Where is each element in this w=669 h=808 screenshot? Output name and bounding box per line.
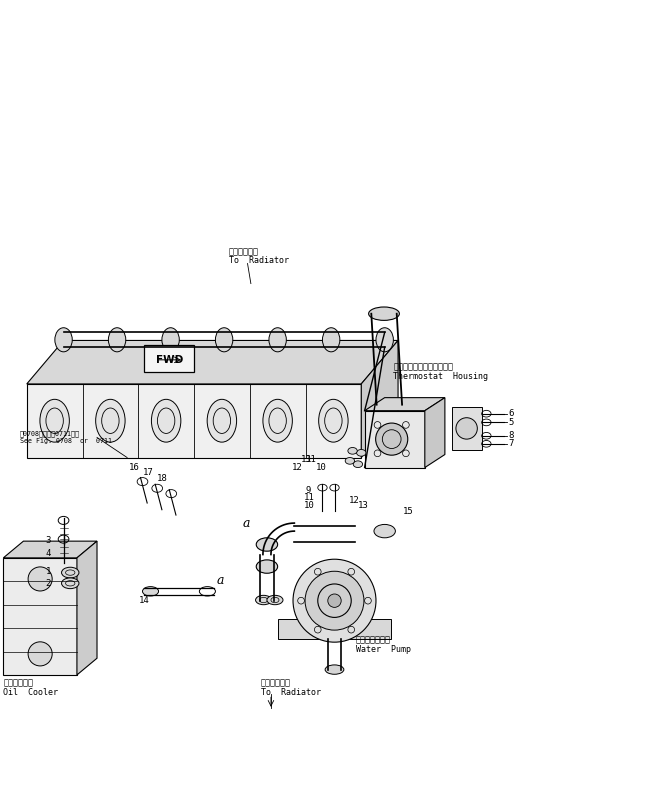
Ellipse shape <box>348 448 357 454</box>
Text: 6: 6 <box>508 409 514 419</box>
Ellipse shape <box>357 449 366 457</box>
Text: サーモスタットハウジング: サーモスタットハウジング <box>393 363 454 372</box>
Ellipse shape <box>162 328 179 351</box>
Ellipse shape <box>353 461 363 468</box>
Text: 10: 10 <box>316 463 326 472</box>
Ellipse shape <box>267 595 283 604</box>
Ellipse shape <box>207 399 237 442</box>
Ellipse shape <box>96 399 125 442</box>
Text: 2: 2 <box>45 579 51 587</box>
Polygon shape <box>365 410 425 468</box>
Text: 14: 14 <box>138 595 149 604</box>
Ellipse shape <box>108 328 126 351</box>
Text: オイルクーラ: オイルクーラ <box>3 679 33 688</box>
Circle shape <box>293 559 376 642</box>
Ellipse shape <box>55 328 72 351</box>
Ellipse shape <box>374 524 395 538</box>
Ellipse shape <box>456 418 478 439</box>
Text: 3: 3 <box>45 536 51 545</box>
Ellipse shape <box>318 399 348 442</box>
Ellipse shape <box>62 567 79 578</box>
Ellipse shape <box>269 328 286 351</box>
Text: 13: 13 <box>358 500 369 510</box>
Ellipse shape <box>345 457 355 465</box>
Ellipse shape <box>376 423 408 455</box>
Ellipse shape <box>28 567 52 591</box>
Text: ラジエータへ: ラジエータへ <box>261 679 291 688</box>
Text: 15: 15 <box>403 507 413 516</box>
Text: 17: 17 <box>143 469 154 478</box>
Text: 5: 5 <box>508 418 514 427</box>
Text: a: a <box>242 516 250 529</box>
Text: 8: 8 <box>508 431 514 440</box>
Ellipse shape <box>256 595 272 604</box>
Text: 1: 1 <box>45 566 51 576</box>
Text: ラジエータへ: ラジエータへ <box>229 247 259 256</box>
Polygon shape <box>361 340 398 457</box>
Ellipse shape <box>369 307 399 321</box>
Text: 4: 4 <box>45 549 51 558</box>
Text: ウォータポンプ: ウォータポンプ <box>356 636 391 645</box>
Text: a: a <box>217 574 225 587</box>
Text: 11: 11 <box>304 493 314 502</box>
Text: Oil  Cooler: Oil Cooler <box>3 688 58 696</box>
Ellipse shape <box>28 642 52 666</box>
Text: 16: 16 <box>128 463 139 472</box>
Polygon shape <box>365 398 445 410</box>
Polygon shape <box>77 541 97 675</box>
Ellipse shape <box>142 587 159 596</box>
Text: To  Radiator: To Radiator <box>261 688 321 696</box>
Ellipse shape <box>328 594 341 608</box>
Ellipse shape <box>215 328 233 351</box>
Text: Thermostat  Housing: Thermostat Housing <box>393 372 488 381</box>
Polygon shape <box>278 620 391 639</box>
Polygon shape <box>452 407 482 451</box>
Polygon shape <box>27 340 398 384</box>
Text: 10: 10 <box>304 501 314 510</box>
Text: 7: 7 <box>508 440 514 448</box>
Ellipse shape <box>376 328 393 351</box>
Text: FWD: FWD <box>156 355 183 365</box>
Polygon shape <box>3 541 97 558</box>
Ellipse shape <box>40 399 70 442</box>
Polygon shape <box>425 398 445 468</box>
Text: 18: 18 <box>157 473 168 482</box>
Text: Water  Pump: Water Pump <box>356 645 411 654</box>
Ellipse shape <box>263 399 292 442</box>
Ellipse shape <box>151 399 181 442</box>
Ellipse shape <box>322 328 340 351</box>
Polygon shape <box>27 384 361 457</box>
Text: To  Radiator: To Radiator <box>229 256 289 265</box>
Text: See Fig. 0708  or  0711: See Fig. 0708 or 0711 <box>20 439 112 444</box>
Text: 11: 11 <box>306 455 316 464</box>
Text: 9: 9 <box>305 486 310 495</box>
Ellipse shape <box>256 560 278 573</box>
Polygon shape <box>3 558 77 675</box>
Ellipse shape <box>256 538 278 551</box>
Ellipse shape <box>325 665 344 674</box>
Ellipse shape <box>305 571 364 630</box>
Text: 13: 13 <box>301 455 312 464</box>
Text: 12: 12 <box>349 496 360 505</box>
Polygon shape <box>144 345 194 372</box>
Text: 図0708または図0711参照: 図0708または図0711参照 <box>20 430 80 437</box>
Text: 12: 12 <box>292 463 303 472</box>
Ellipse shape <box>62 578 79 589</box>
